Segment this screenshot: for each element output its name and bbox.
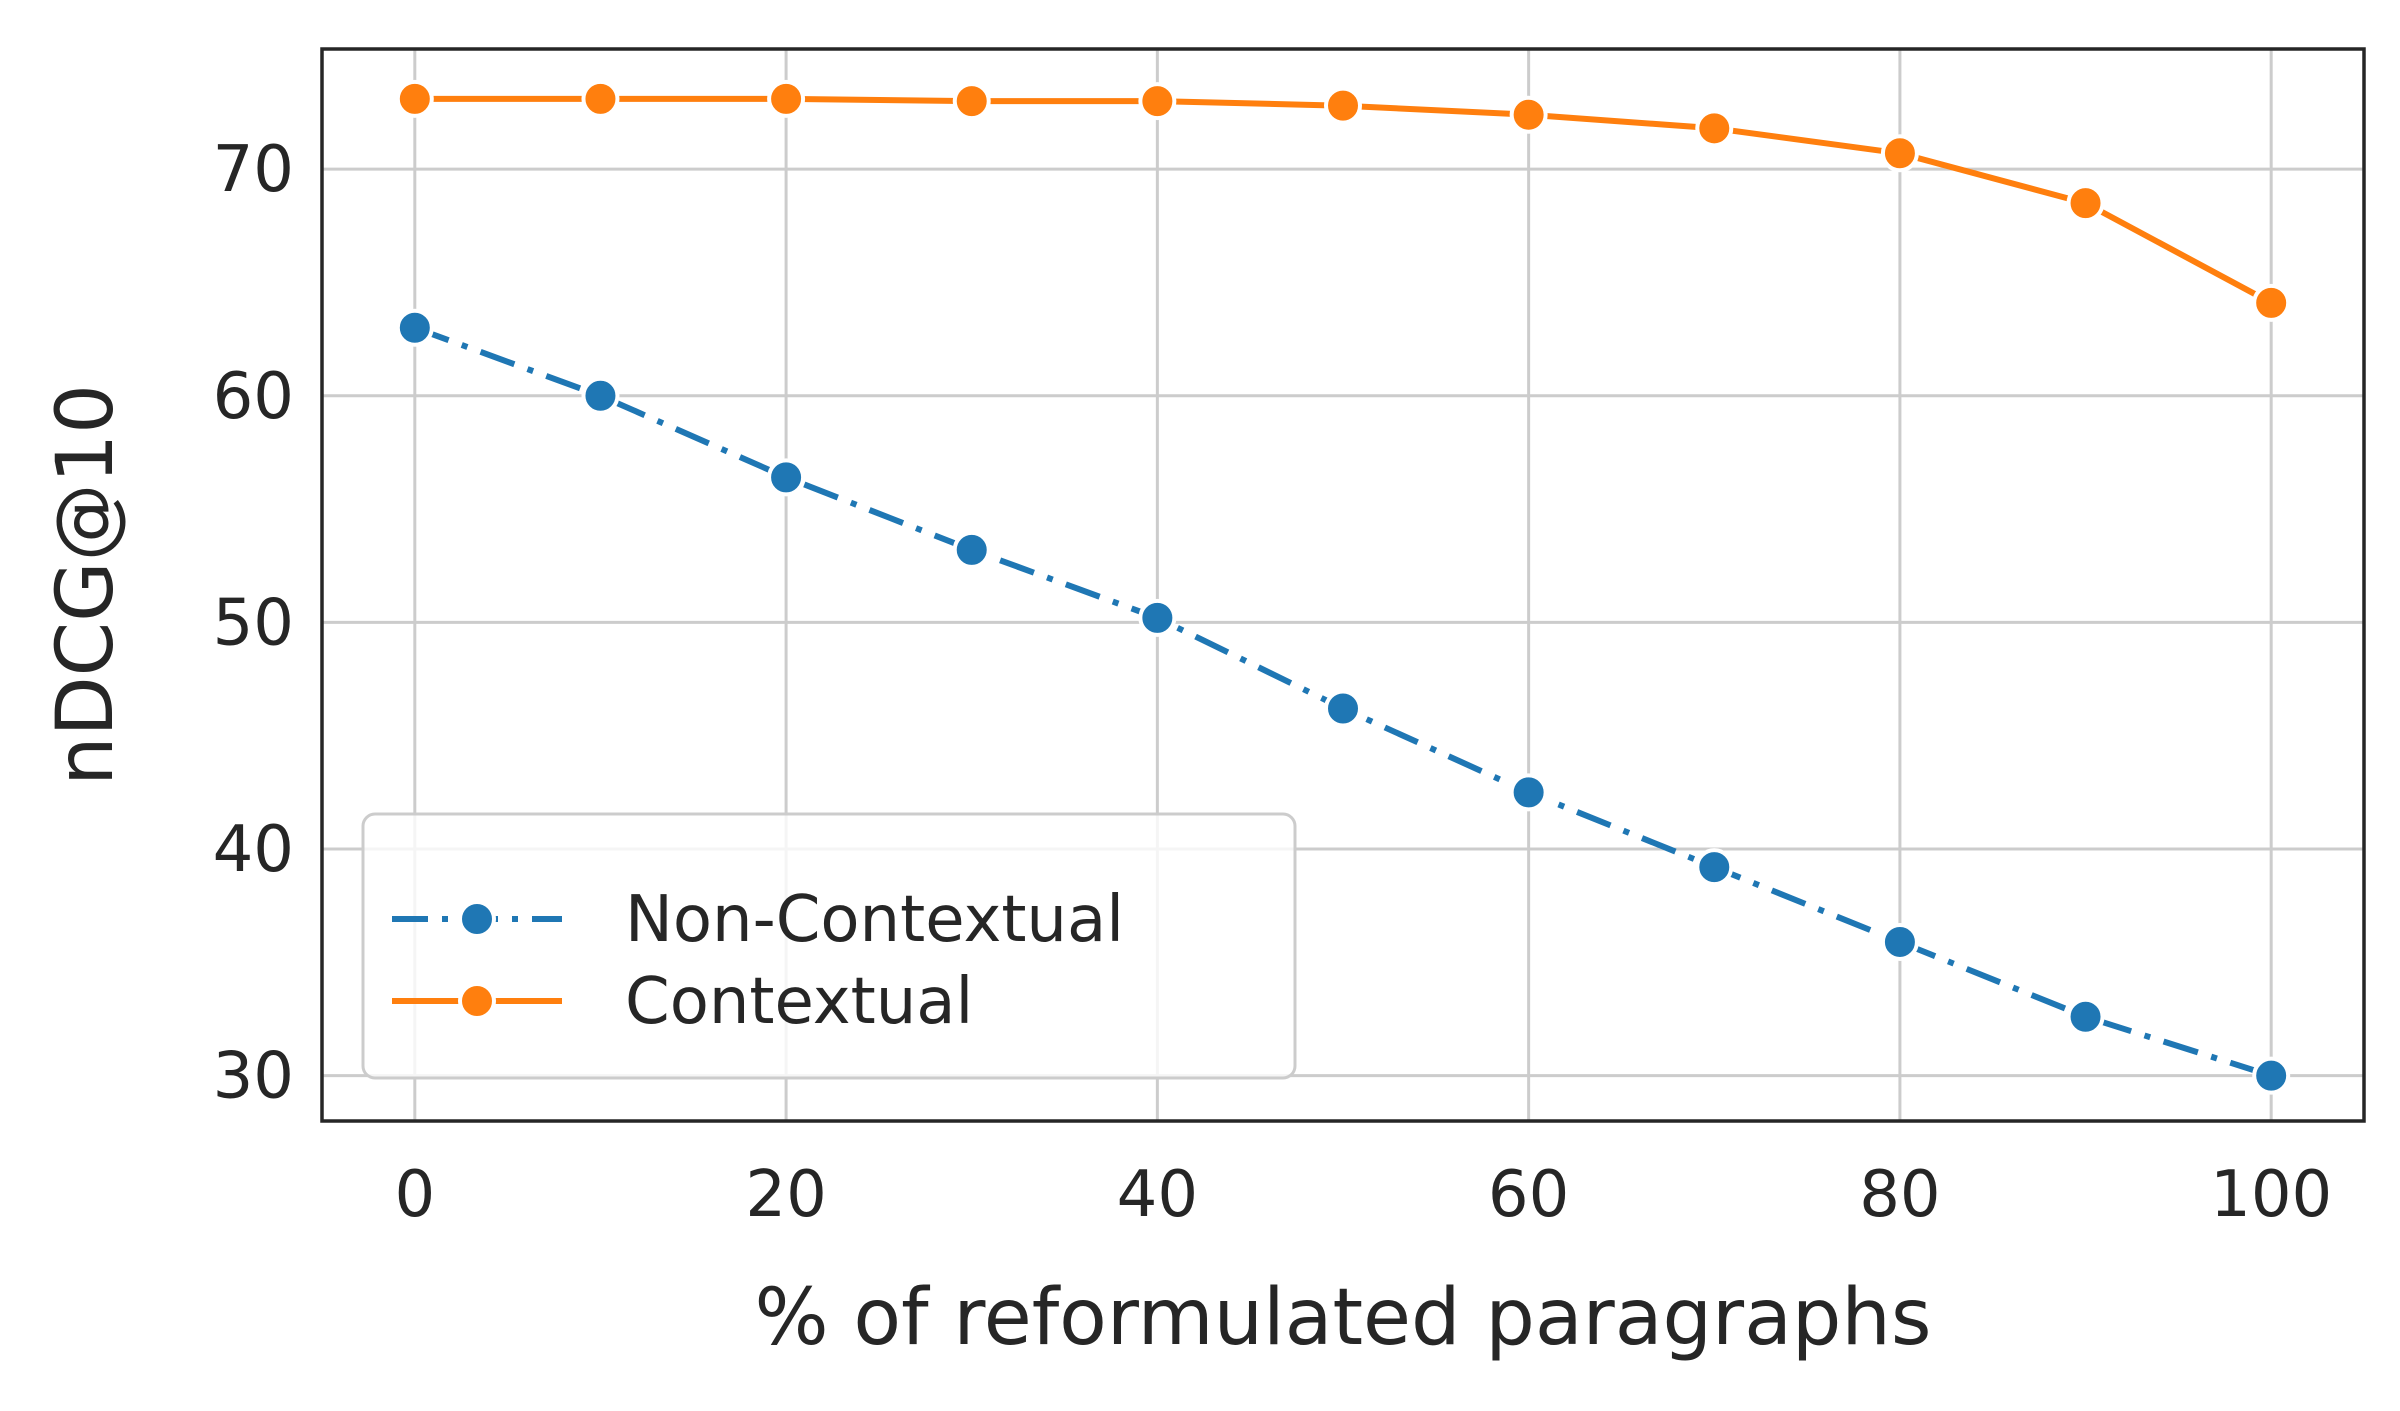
series-contextual — [395, 79, 2291, 322]
data-point — [1324, 689, 1362, 728]
x-tick-label: 80 — [1859, 1158, 1940, 1232]
y-axis-title: nDCG@10 — [41, 384, 131, 786]
legend-label: Non-Contextual — [625, 883, 1124, 957]
y-tick-labels: 30 40 50 60 70 — [213, 133, 294, 1114]
data-point — [952, 530, 991, 569]
data-point — [1880, 922, 1919, 961]
data-point — [952, 82, 991, 121]
data-point — [2252, 1056, 2291, 1095]
legend: Non-Contextual Contextual — [361, 812, 1297, 1080]
data-point — [1509, 95, 1548, 134]
data-point — [395, 308, 434, 347]
y-tick-label: 30 — [213, 1040, 294, 1114]
data-point — [1695, 848, 1734, 887]
data-point — [1880, 134, 1919, 173]
data-point — [767, 458, 806, 497]
data-point — [2066, 997, 2105, 1036]
data-point — [1324, 86, 1362, 125]
x-tick-label: 0 — [394, 1158, 435, 1232]
data-point — [1138, 598, 1177, 637]
y-tick-label: 40 — [213, 813, 294, 887]
x-tick-label: 40 — [1117, 1158, 1198, 1232]
legend-marker — [458, 900, 496, 938]
x-tick-label: 100 — [2210, 1158, 2332, 1232]
legend-box — [361, 812, 1297, 1080]
y-tick-label: 70 — [213, 133, 294, 207]
x-axis-title: % of reformulated paragraphs — [754, 1273, 1931, 1363]
series-non-contextual — [395, 308, 2291, 1095]
data-point — [767, 79, 806, 118]
data-point — [581, 79, 620, 118]
data-point — [2252, 283, 2291, 322]
data-point — [1138, 82, 1177, 121]
plot-frame — [320, 47, 2366, 1123]
series-layer — [395, 79, 2291, 1095]
data-point — [395, 79, 434, 118]
series-line — [414, 95, 2273, 306]
legend-label: Contextual — [625, 965, 973, 1039]
x-tick-labels: 0 20 40 60 80 100 — [394, 1158, 2332, 1232]
data-point — [1695, 109, 1734, 148]
y-tick-label: 60 — [213, 360, 294, 434]
data-point — [1509, 773, 1548, 812]
data-point — [2066, 184, 2105, 223]
legend-marker — [458, 982, 496, 1020]
x-tick-label: 20 — [745, 1158, 826, 1232]
x-tick-label: 60 — [1488, 1158, 1569, 1232]
data-point — [581, 376, 620, 415]
y-tick-label: 50 — [213, 586, 294, 660]
